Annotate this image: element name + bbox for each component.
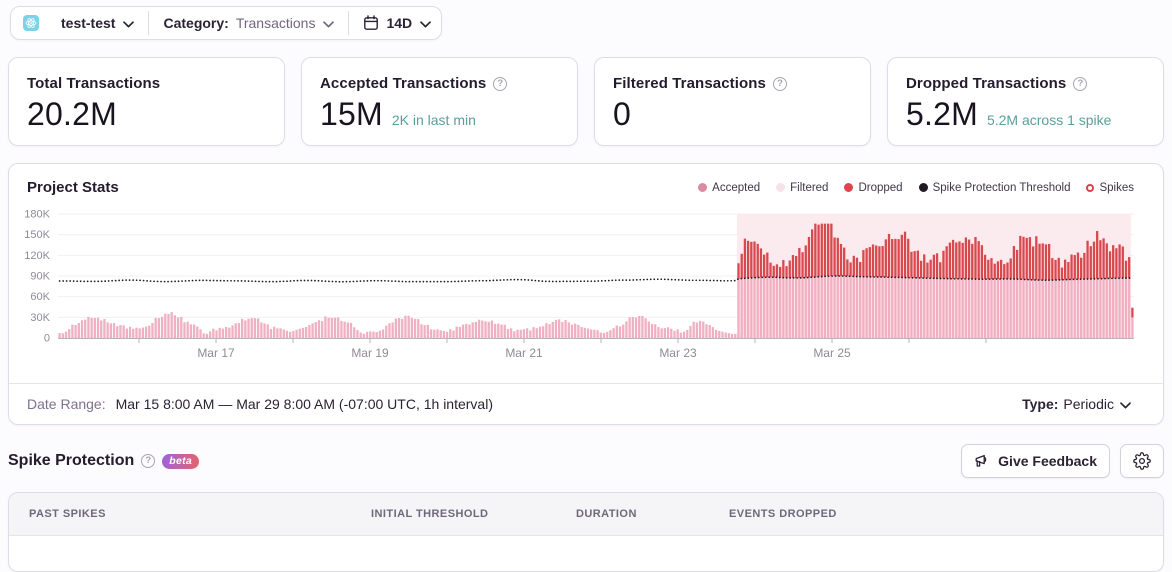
chevron-down-icon bbox=[123, 15, 135, 31]
stat-card-title: Total Transactions bbox=[27, 75, 161, 92]
stat-card-value: 20.2M bbox=[27, 96, 117, 132]
table-header-row: PAST SPIKES INITIAL THRESHOLD DURATION EVEN… bbox=[9, 493, 1163, 536]
legend-item[interactable]: Accepted bbox=[698, 182, 760, 194]
table-column-header: PAST SPIKES bbox=[29, 508, 106, 520]
stat-cards-row: Total Transactions 20.2M Accepted Transact… bbox=[8, 57, 1164, 146]
legend-item[interactable]: Spikes bbox=[1086, 182, 1134, 194]
divider bbox=[348, 11, 350, 35]
chart-title: Project Stats bbox=[27, 179, 119, 196]
spike-protection-header: Spike Protection ? beta Give Feedback bbox=[8, 444, 1164, 478]
divider bbox=[148, 11, 150, 35]
legend-item[interactable]: Spike Protection Threshold bbox=[918, 181, 1071, 194]
give-feedback-button[interactable]: Give Feedback bbox=[961, 444, 1110, 478]
chart-legend: Accepted Filtered Dropped Spike Protection … bbox=[698, 182, 1134, 194]
stat-card: Dropped Transactions? 5.2M 5.2M across 1 s… bbox=[887, 57, 1164, 146]
category-label: Category: bbox=[163, 15, 229, 31]
legend-label: Accepted bbox=[712, 181, 761, 194]
svg-text:Mar 17: Mar 17 bbox=[197, 346, 235, 360]
legend-label: Filtered bbox=[790, 181, 829, 194]
settings-button[interactable] bbox=[1120, 444, 1164, 478]
stat-card-value: 0 bbox=[613, 96, 631, 132]
stat-card-value: 5.2M bbox=[906, 96, 978, 132]
stat-card-title: Filtered Transactions bbox=[613, 75, 766, 92]
stat-card-title: Accepted Transactions bbox=[320, 75, 487, 92]
spike-protection-title: Spike Protection bbox=[8, 452, 135, 469]
legend-label: Spike Protection Threshold bbox=[932, 181, 1071, 194]
date-range-value: 14D bbox=[386, 15, 413, 31]
legend-label: Spikes bbox=[1099, 181, 1134, 194]
stat-card: Filtered Transactions? 0 bbox=[594, 57, 871, 146]
stat-card: Accepted Transactions? 15M 2K in last min bbox=[301, 57, 578, 146]
svg-text:60K: 60K bbox=[30, 291, 50, 303]
page-filter-bar: test-test Category: Transactions 14D bbox=[10, 6, 443, 40]
help-icon[interactable]: ? bbox=[493, 76, 508, 91]
react-platform-icon bbox=[23, 15, 39, 31]
gear-icon bbox=[1133, 452, 1151, 470]
legend-dot-icon bbox=[776, 183, 786, 192]
help-icon[interactable]: ? bbox=[772, 76, 787, 91]
svg-text:150K: 150K bbox=[24, 229, 50, 241]
legend-item[interactable]: Dropped bbox=[844, 181, 903, 194]
chevron-down-icon bbox=[323, 15, 335, 31]
type-label: Type: bbox=[1022, 396, 1059, 412]
svg-text:90K: 90K bbox=[30, 271, 50, 283]
megaphone-icon bbox=[974, 453, 990, 469]
help-icon[interactable]: ? bbox=[141, 454, 156, 468]
type-value: Periodic bbox=[1063, 396, 1114, 412]
spikes-ring-icon bbox=[1086, 183, 1095, 192]
beta-badge: beta bbox=[162, 453, 200, 469]
project-stats-chart[interactable]: 0 30K 60K 90K 120K 150K 180K Mar 17 Mar 19 Mar 21… bbox=[9, 198, 1163, 374]
category-selector[interactable]: Category: Transactions bbox=[163, 15, 335, 31]
svg-text:180K: 180K bbox=[24, 209, 50, 221]
date-range-value: Mar 15 8:00 AM — Mar 29 8:00 AM (-07:00 … bbox=[115, 396, 493, 412]
svg-text:0: 0 bbox=[44, 333, 50, 345]
calendar-icon bbox=[363, 15, 379, 31]
category-value: Transactions bbox=[235, 15, 316, 31]
stat-card-subtext: 5.2M across 1 spike bbox=[986, 112, 1112, 128]
chevron-down-icon bbox=[1120, 396, 1131, 412]
project-name: test-test bbox=[61, 15, 116, 31]
legend-dot-icon bbox=[698, 183, 708, 192]
stat-card-subtext: 2K in last min bbox=[391, 112, 476, 128]
svg-text:120K: 120K bbox=[24, 250, 50, 262]
stat-card-title: Dropped Transactions bbox=[906, 75, 1067, 92]
legend-item[interactable]: Filtered bbox=[776, 182, 828, 194]
chevron-down-icon bbox=[420, 15, 431, 31]
give-feedback-label: Give Feedback bbox=[998, 453, 1097, 469]
svg-text:Mar 23: Mar 23 bbox=[659, 346, 697, 360]
project-stats-panel: Project Stats Accepted Filtered Dropped Spi… bbox=[8, 163, 1164, 425]
legend-dot-icon bbox=[844, 183, 854, 192]
svg-text:Mar 19: Mar 19 bbox=[351, 346, 389, 360]
past-spikes-table: PAST SPIKES INITIAL THRESHOLD DURATION EVEN… bbox=[8, 492, 1164, 572]
stat-card: Total Transactions 20.2M bbox=[8, 57, 285, 146]
svg-text:Mar 21: Mar 21 bbox=[505, 346, 543, 360]
table-column-header: DURATION bbox=[576, 508, 637, 520]
legend-dot-icon bbox=[918, 183, 928, 192]
date-range-label: Date Range: bbox=[27, 396, 106, 412]
project-selector[interactable]: test-test bbox=[23, 15, 135, 31]
table-column-header: EVENTS DROPPED bbox=[729, 508, 837, 520]
help-icon[interactable]: ? bbox=[1073, 76, 1088, 91]
date-range-selector[interactable]: 14D bbox=[363, 15, 431, 31]
table-column-header: INITIAL THRESHOLD bbox=[371, 508, 489, 520]
svg-text:Mar 25: Mar 25 bbox=[813, 346, 851, 360]
svg-text:30K: 30K bbox=[30, 312, 50, 324]
type-selector[interactable]: Type: Periodic bbox=[1022, 396, 1131, 412]
stat-card-value: 15M bbox=[320, 96, 383, 132]
legend-label: Dropped bbox=[858, 181, 903, 194]
chart-footer: Date Range: Mar 15 8:00 AM — Mar 29 8:00… bbox=[9, 383, 1163, 424]
